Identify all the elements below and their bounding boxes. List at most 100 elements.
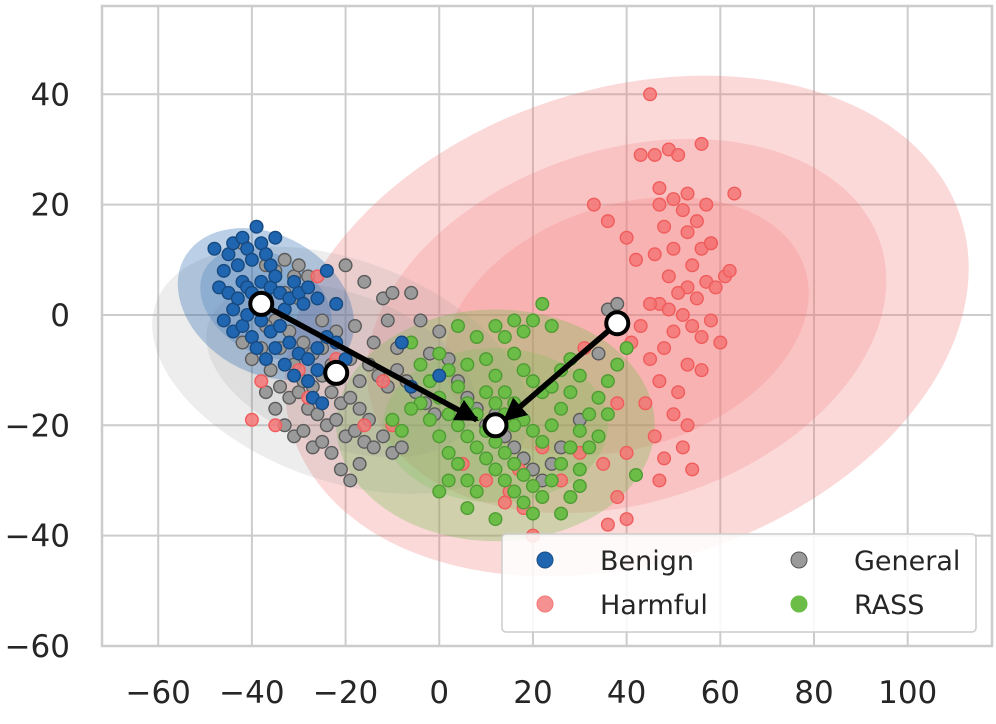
point-rass	[507, 484, 522, 499]
y-tick-label: −20	[5, 408, 70, 444]
point-rass	[479, 352, 494, 367]
point-rass	[525, 374, 540, 389]
point-benign	[268, 341, 283, 356]
point-general	[273, 379, 288, 394]
point-rass	[488, 319, 503, 334]
point-rass	[451, 379, 466, 394]
point-rass	[497, 445, 512, 460]
point-rass	[432, 484, 447, 499]
legend: Benign General Harmful RASS	[501, 533, 977, 633]
point-harmful	[610, 490, 625, 505]
point-general	[352, 374, 367, 389]
point-benign	[282, 335, 297, 350]
point-rass	[479, 385, 494, 400]
point-general	[352, 456, 367, 471]
point-rass	[610, 357, 625, 372]
point-rass	[479, 451, 494, 466]
point-rass	[554, 456, 569, 471]
point-rass	[572, 368, 587, 383]
point-rass	[535, 434, 550, 449]
point-rass	[404, 401, 419, 416]
point-benign	[432, 368, 447, 383]
legend-marker-general	[790, 551, 808, 569]
point-harmful	[666, 192, 681, 207]
point-benign	[277, 357, 292, 372]
point-general	[591, 346, 606, 361]
point-harmful	[643, 352, 658, 367]
point-benign	[287, 368, 302, 383]
point-rass	[422, 412, 437, 427]
point-general	[338, 258, 353, 273]
point-general	[380, 313, 395, 328]
point-harmful	[661, 302, 676, 317]
point-rass	[600, 374, 615, 389]
legend-box	[501, 533, 977, 633]
point-benign	[273, 319, 288, 334]
point-rass	[432, 429, 447, 444]
point-harmful	[376, 374, 391, 389]
point-general	[347, 319, 362, 334]
x-tick-label: −60	[125, 675, 190, 711]
point-benign	[268, 230, 283, 245]
point-benign	[258, 352, 273, 367]
point-general	[404, 285, 419, 300]
point-benign	[301, 280, 316, 295]
point-general	[376, 429, 391, 444]
point-harmful	[727, 186, 742, 201]
point-harmful	[689, 214, 704, 229]
point-harmful	[680, 225, 695, 240]
point-harmful	[643, 296, 658, 311]
point-harmful	[685, 462, 700, 477]
point-harmful	[244, 412, 259, 427]
point-benign	[249, 219, 264, 234]
point-harmful	[652, 374, 667, 389]
legend-marker-benign	[536, 551, 554, 569]
point-harmful	[694, 136, 709, 151]
point-rass	[516, 324, 531, 339]
point-harmful	[671, 147, 686, 162]
point-rass	[554, 506, 569, 521]
shift-arrow	[503, 321, 620, 422]
point-benign	[310, 363, 325, 378]
y-tick-label: 20	[31, 188, 70, 224]
legend-marker-rass	[790, 595, 808, 613]
y-axis-ticks: −60 −40 −20 0 20 40	[5, 77, 70, 665]
point-harmful	[647, 147, 662, 162]
point-benign	[310, 341, 325, 356]
point-rass	[516, 363, 531, 378]
y-tick-label: −60	[5, 629, 70, 665]
point-harmful	[652, 473, 667, 488]
point-rass	[469, 330, 484, 345]
data-points	[207, 87, 742, 543]
point-rass	[629, 467, 644, 482]
point-rass	[460, 396, 475, 411]
point-general	[432, 324, 447, 339]
x-tick-label: 20	[513, 675, 552, 711]
point-rass	[572, 462, 587, 477]
point-rass	[488, 462, 503, 477]
y-tick-label: −40	[5, 519, 70, 555]
point-rass	[544, 418, 559, 433]
point-rass	[525, 313, 540, 328]
point-harmful	[708, 280, 723, 295]
point-benign	[216, 313, 231, 328]
x-tick-label: 80	[794, 675, 833, 711]
point-harmful	[647, 247, 662, 262]
point-rass	[554, 401, 569, 416]
point-rass	[460, 357, 475, 372]
shift-arrow	[259, 301, 479, 423]
point-rass	[469, 484, 484, 499]
point-harmful	[657, 219, 672, 234]
point-rass	[572, 479, 587, 494]
point-general	[343, 390, 358, 405]
point-rass	[591, 429, 606, 444]
point-rass	[582, 407, 597, 422]
point-harmful	[675, 440, 690, 455]
point-rass	[582, 440, 597, 455]
point-benign	[216, 263, 231, 278]
point-harmful	[657, 341, 672, 356]
point-rass	[563, 440, 578, 455]
point-general	[610, 296, 625, 311]
